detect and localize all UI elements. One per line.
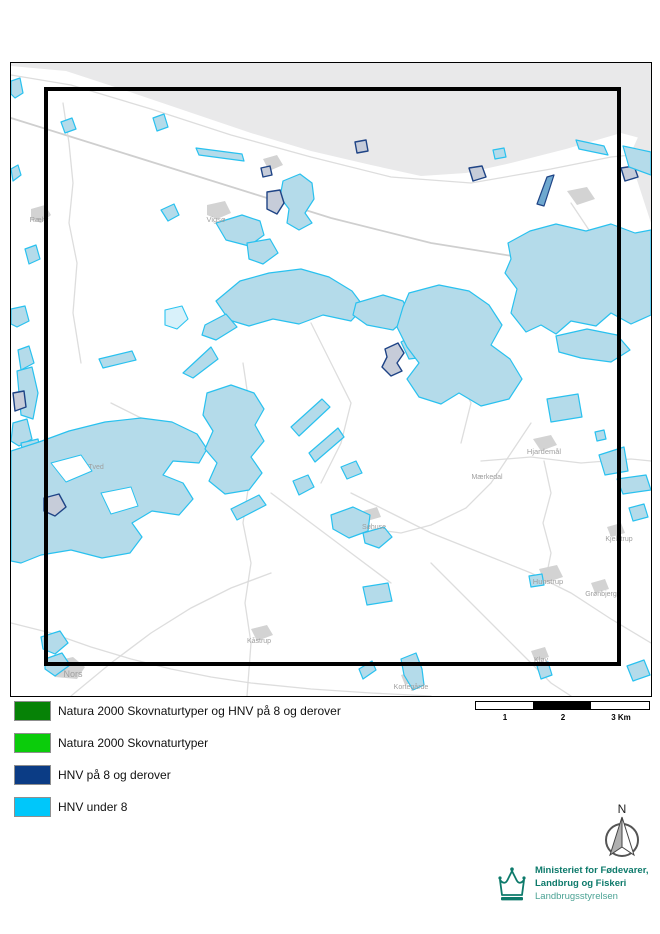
ministry-name-line2: Landbrug og Fiskeri (535, 878, 627, 889)
legend: Natura 2000 Skovnaturtyper og HNV på 8 o… (14, 701, 341, 829)
scale-bar-labels: 1 2 3 Km (475, 713, 650, 725)
scale-label-2: 2 (560, 713, 566, 722)
legend-label: HNV på 8 og derover (58, 768, 171, 782)
legend-swatch-hnv8 (14, 765, 51, 785)
legend-label: Natura 2000 Skovnaturtyper (58, 736, 209, 750)
map-canvas: Ræhr Vigsø Tved Hjardemål Mærkedal Søhuse Huns… (10, 62, 652, 697)
ministry-logo: Ministeriet for Fødevarer, Landbrug og F… (497, 864, 649, 904)
hnv-areas-layer (11, 77, 651, 691)
scale-bar-segment (533, 702, 591, 709)
extent-rectangle-layer (44, 87, 621, 666)
place-label: Søhuse (362, 524, 386, 531)
place-label: Kortegårde (394, 683, 429, 691)
north-arrow: N (598, 803, 646, 866)
place-label: Tved (88, 464, 104, 471)
place-label: Kåstrup (247, 637, 271, 645)
place-label: Nors (63, 669, 83, 679)
place-label: Hjardemål (527, 447, 562, 456)
place-label: Kløv (534, 657, 549, 664)
scale-label-1: 1 (502, 713, 508, 722)
legend-item: Natura 2000 Skovnaturtyper (14, 733, 341, 753)
ministry-logo-text: Ministeriet for Fødevarer, Landbrug og F… (535, 864, 649, 904)
place-label: Hunstrup (533, 577, 563, 586)
legend-item: Natura 2000 Skovnaturtyper og HNV på 8 o… (14, 701, 341, 721)
scale-bar: 1 2 3 Km (475, 701, 650, 725)
legend-label: Natura 2000 Skovnaturtyper og HNV på 8 o… (58, 704, 341, 718)
scale-label-3km: 3 Km (611, 713, 631, 722)
thy-hnv-map: Ræhr Vigsø Tved Hjardemål Mærkedal Søhuse Huns… (11, 63, 651, 696)
legend-item: HNV på 8 og derover (14, 765, 341, 785)
crown-icon (498, 867, 526, 901)
legend-swatch-natura2000-hnv8 (14, 701, 51, 721)
place-label: Mærkedal (471, 474, 503, 481)
legend-label: HNV under 8 (58, 800, 128, 814)
place-label: Vigsø (206, 215, 225, 224)
compass-icon (605, 816, 639, 857)
place-label: Ræhr (30, 215, 49, 224)
place-label: Grønbjerg (585, 591, 617, 598)
north-label: N (617, 802, 627, 816)
roads-layer (11, 74, 651, 696)
legend-swatch-hnv-under8 (14, 797, 51, 817)
legend-swatch-natura2000 (14, 733, 51, 753)
map-extent-rectangle (44, 87, 621, 666)
legend-item: HNV under 8 (14, 797, 341, 817)
scale-bar-graphic (475, 701, 650, 710)
agency-name: Landbrugsstyrelsen (535, 891, 618, 902)
ministry-name-line1: Ministeriet for Fødevarer, (535, 865, 649, 876)
